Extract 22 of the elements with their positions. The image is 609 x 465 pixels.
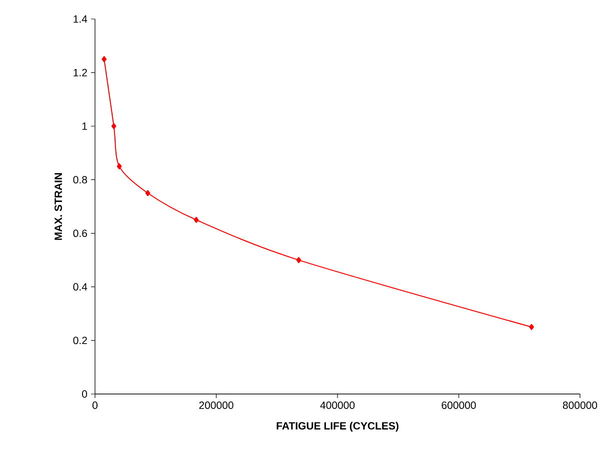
y-tick-label: 0.2 bbox=[73, 336, 87, 344]
x-tick-label: 400000 bbox=[320, 402, 355, 409]
x-tick-label: 0 bbox=[92, 402, 98, 409]
y-tick-label: 0.6 bbox=[73, 230, 88, 238]
point bbox=[111, 123, 116, 130]
y-tick-label: 1 bbox=[82, 122, 87, 130]
x-tick-label: 600000 bbox=[442, 402, 476, 409]
y-tick-label: 0 bbox=[82, 390, 88, 398]
point bbox=[145, 190, 150, 196]
y-tick-label: 0.8 bbox=[73, 176, 88, 184]
x-tick-label: 200000 bbox=[199, 402, 234, 409]
point bbox=[102, 56, 107, 62]
point bbox=[194, 216, 199, 223]
x-axis-title: FATIGUE LIFE (CYCLES) bbox=[276, 422, 398, 432]
y-tick-label: 0.4 bbox=[73, 283, 88, 291]
x-tick-label: 800000 bbox=[562, 402, 598, 409]
point bbox=[116, 163, 122, 170]
y-tick-label: 1.4 bbox=[74, 15, 88, 23]
point bbox=[296, 256, 302, 264]
y-tick-label: 1.2 bbox=[74, 68, 87, 76]
point bbox=[529, 324, 534, 330]
y-axis-title: MAX. STRAIN bbox=[54, 173, 62, 240]
